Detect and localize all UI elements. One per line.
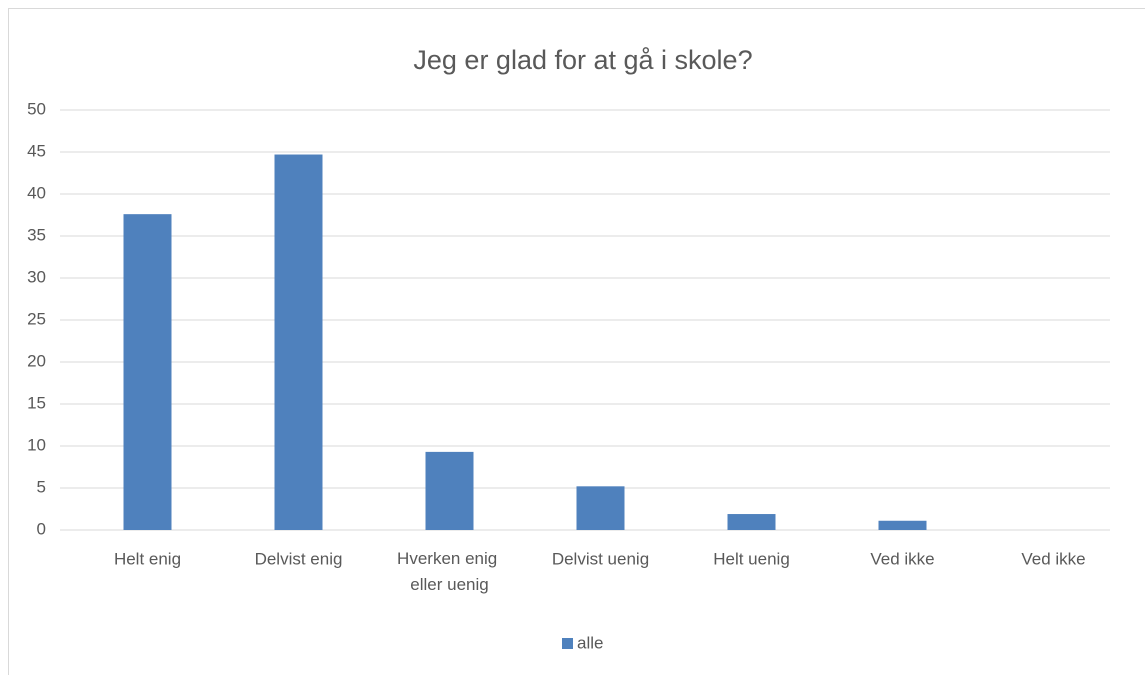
y-tick-label: 45 — [27, 141, 46, 160]
bar — [878, 520, 927, 530]
bar — [425, 451, 474, 530]
x-tick-label: Helt enig — [114, 549, 181, 568]
y-tick-label: 50 — [27, 99, 46, 118]
chart-title: Jeg er glad for at gå i skole? — [413, 45, 752, 75]
y-tick-label: 40 — [27, 183, 46, 202]
x-tick-label: Ved ikke — [1021, 549, 1085, 568]
y-tick-label: 15 — [27, 393, 46, 412]
y-tick-label: 0 — [37, 519, 46, 538]
bar — [727, 514, 776, 530]
x-tick-label: Ved ikke — [870, 549, 934, 568]
x-tick-label: Delvist enig — [255, 549, 343, 568]
y-tick-label: 30 — [27, 267, 46, 286]
x-tick-label: Hverken enig eller uenig — [397, 549, 502, 594]
x-tick-label: Delvist uenig — [552, 549, 649, 568]
bar — [123, 214, 172, 530]
x-tick-label: Helt uenig — [713, 549, 790, 568]
chart-frame — [8, 8, 1145, 675]
y-tick-label: 20 — [27, 351, 46, 370]
bar — [274, 154, 323, 530]
legend-label: alle — [577, 633, 603, 652]
y-tick-label: 10 — [27, 435, 46, 454]
y-tick-label: 5 — [37, 477, 46, 496]
y-tick-label: 25 — [27, 309, 46, 328]
legend-swatch — [562, 638, 573, 649]
bar — [576, 486, 625, 530]
y-tick-label: 35 — [27, 225, 46, 244]
